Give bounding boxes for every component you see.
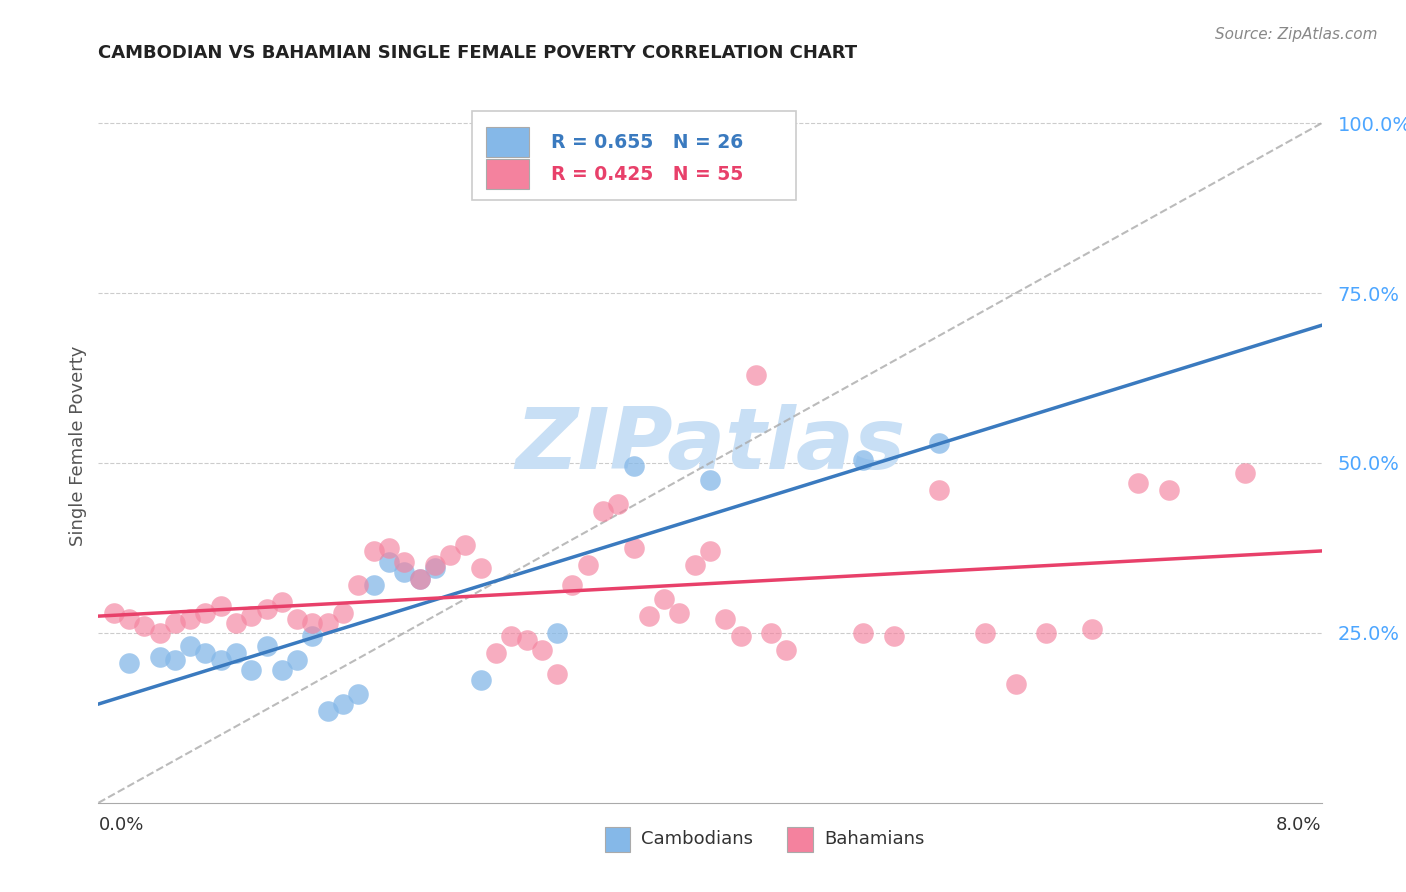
Point bbox=[1035, 626, 1057, 640]
Point bbox=[378, 541, 401, 555]
Point bbox=[256, 602, 278, 616]
Text: ZIPatlas: ZIPatlas bbox=[515, 404, 905, 488]
Point bbox=[270, 595, 294, 609]
Point bbox=[928, 435, 950, 450]
Point bbox=[392, 555, 416, 569]
Point bbox=[699, 544, 721, 558]
Point bbox=[149, 626, 172, 640]
Point bbox=[699, 473, 721, 487]
Point bbox=[363, 578, 385, 592]
Point bbox=[546, 666, 568, 681]
Point bbox=[561, 578, 583, 592]
Point bbox=[408, 572, 430, 586]
Point bbox=[194, 646, 217, 660]
Point bbox=[378, 555, 401, 569]
Point bbox=[470, 673, 492, 688]
Point bbox=[1157, 483, 1180, 498]
Point bbox=[316, 704, 339, 718]
Point bbox=[392, 565, 416, 579]
Text: R = 0.425   N = 55: R = 0.425 N = 55 bbox=[551, 165, 744, 184]
Point bbox=[668, 606, 690, 620]
Point bbox=[1128, 476, 1150, 491]
Text: Cambodians: Cambodians bbox=[641, 830, 754, 848]
Point bbox=[592, 503, 614, 517]
Point bbox=[301, 629, 323, 643]
Point bbox=[1004, 677, 1026, 691]
Point bbox=[270, 663, 294, 677]
Point bbox=[209, 653, 232, 667]
Point bbox=[546, 626, 568, 640]
Point bbox=[470, 561, 492, 575]
Point bbox=[883, 629, 905, 643]
Point bbox=[332, 698, 354, 712]
Point bbox=[240, 608, 263, 623]
Point bbox=[730, 629, 752, 643]
Point bbox=[316, 615, 339, 630]
Point bbox=[775, 643, 797, 657]
Point bbox=[301, 615, 323, 630]
Point bbox=[974, 626, 997, 640]
Text: 0.0%: 0.0% bbox=[98, 816, 143, 834]
Point bbox=[363, 544, 385, 558]
Point bbox=[118, 612, 141, 626]
Text: 8.0%: 8.0% bbox=[1277, 816, 1322, 834]
Point bbox=[347, 578, 370, 592]
Point bbox=[623, 459, 645, 474]
Point bbox=[209, 599, 232, 613]
Point bbox=[501, 629, 523, 643]
Point bbox=[179, 640, 201, 654]
Point bbox=[852, 452, 875, 467]
Point bbox=[607, 497, 630, 511]
FancyBboxPatch shape bbox=[486, 159, 529, 189]
Point bbox=[149, 649, 172, 664]
Point bbox=[103, 606, 125, 620]
Point bbox=[683, 558, 706, 572]
Y-axis label: Single Female Poverty: Single Female Poverty bbox=[69, 346, 87, 546]
Point bbox=[423, 558, 446, 572]
Point bbox=[408, 572, 430, 586]
Point bbox=[530, 643, 553, 657]
Point bbox=[652, 591, 675, 606]
Text: CAMBODIAN VS BAHAMIAN SINGLE FEMALE POVERTY CORRELATION CHART: CAMBODIAN VS BAHAMIAN SINGLE FEMALE POVE… bbox=[98, 45, 858, 62]
Point bbox=[194, 606, 217, 620]
Point bbox=[347, 687, 370, 701]
Point bbox=[637, 608, 661, 623]
Point bbox=[118, 657, 141, 671]
Point bbox=[576, 558, 599, 572]
Text: Source: ZipAtlas.com: Source: ZipAtlas.com bbox=[1215, 27, 1378, 42]
Point bbox=[285, 612, 308, 626]
Point bbox=[714, 612, 737, 626]
Point bbox=[516, 632, 538, 647]
Point bbox=[745, 368, 768, 382]
Point bbox=[256, 640, 278, 654]
Point bbox=[225, 615, 247, 630]
Text: Bahamians: Bahamians bbox=[824, 830, 924, 848]
Point bbox=[134, 619, 156, 633]
Point bbox=[163, 653, 186, 667]
Point bbox=[332, 606, 354, 620]
Point bbox=[1234, 466, 1257, 480]
Point bbox=[623, 541, 645, 555]
Point bbox=[240, 663, 263, 677]
Point bbox=[852, 626, 875, 640]
Point bbox=[928, 483, 950, 498]
Point bbox=[454, 537, 477, 551]
Point bbox=[439, 548, 461, 562]
Point bbox=[759, 626, 782, 640]
Point bbox=[423, 561, 446, 575]
Point bbox=[225, 646, 247, 660]
Point bbox=[1081, 623, 1104, 637]
FancyBboxPatch shape bbox=[486, 127, 529, 157]
Text: R = 0.655   N = 26: R = 0.655 N = 26 bbox=[551, 133, 744, 152]
Point bbox=[179, 612, 201, 626]
Point bbox=[163, 615, 186, 630]
Point bbox=[485, 646, 508, 660]
FancyBboxPatch shape bbox=[471, 111, 796, 200]
Point bbox=[285, 653, 308, 667]
